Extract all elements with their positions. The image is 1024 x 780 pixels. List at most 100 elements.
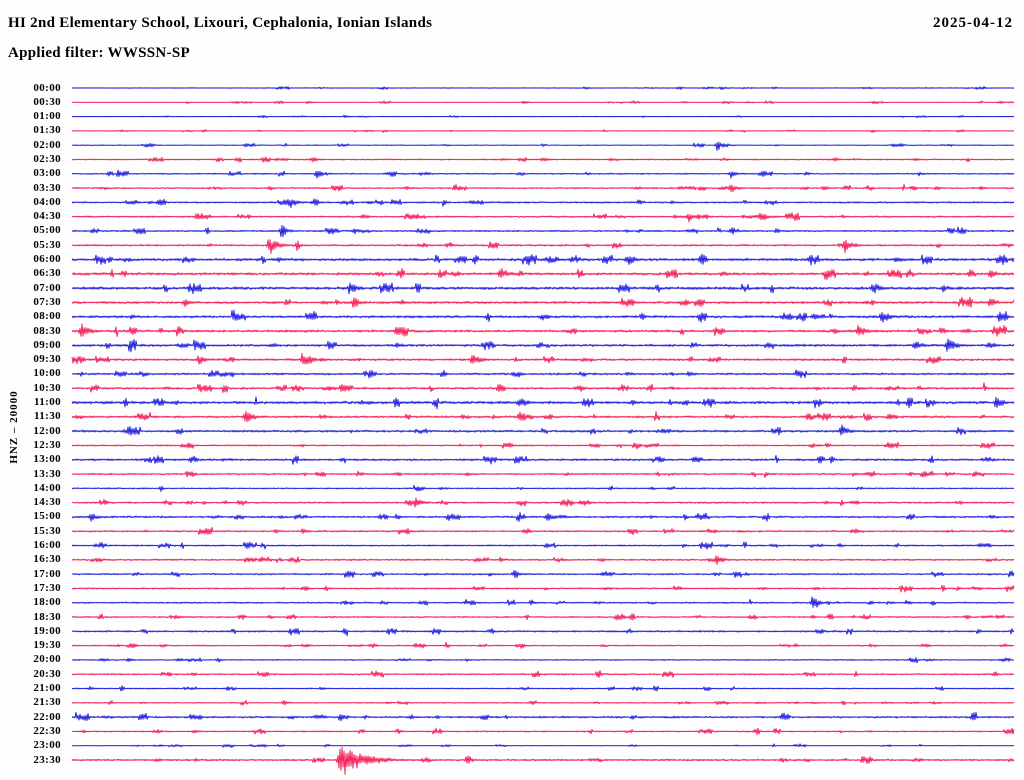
time-label: 23:00 — [33, 739, 61, 752]
trace-row-19:00 — [71, 627, 1015, 637]
trace-row-06:00 — [71, 253, 1015, 266]
trace-row-03:30 — [71, 184, 1015, 193]
trace-row-11:30 — [71, 410, 1015, 423]
trace-row-22:00 — [71, 711, 1015, 722]
trace-row-01:30 — [71, 129, 1015, 133]
time-label: 22:00 — [33, 710, 61, 723]
time-label: 07:30 — [33, 295, 61, 308]
time-label: 08:30 — [33, 324, 61, 337]
time-label: 17:00 — [33, 567, 61, 580]
time-label: 02:00 — [33, 138, 61, 151]
time-label: 23:30 — [33, 753, 61, 766]
time-label: 09:30 — [33, 353, 61, 366]
trace-row-10:00 — [71, 369, 1015, 379]
time-label: 08:00 — [33, 310, 61, 323]
time-label: 19:30 — [33, 639, 61, 652]
time-label: 00:00 — [33, 81, 61, 94]
trace-row-20:30 — [71, 669, 1015, 679]
trace-row-16:00 — [71, 541, 1015, 550]
time-label: 04:00 — [33, 195, 61, 208]
time-label: 15:00 — [33, 510, 61, 523]
trace-row-05:00 — [71, 225, 1015, 238]
time-label: 02:30 — [33, 152, 61, 165]
time-label: 17:30 — [33, 581, 61, 594]
time-label: 20:30 — [33, 667, 61, 680]
trace-row-14:00 — [71, 484, 1015, 492]
trace-row-15:00 — [71, 512, 1015, 522]
time-label: 11:30 — [33, 410, 61, 423]
trace-row-00:00 — [71, 86, 1015, 90]
trace-row-21:30 — [71, 699, 1015, 706]
trace-row-14:30 — [71, 497, 1015, 508]
time-label: 18:00 — [33, 596, 61, 609]
time-label: 14:30 — [33, 496, 61, 509]
trace-row-04:30 — [71, 212, 1015, 223]
trace-row-07:00 — [71, 282, 1015, 295]
trace-row-13:00 — [71, 454, 1015, 465]
date-label: 2025-04-12 — [933, 15, 1013, 31]
trace-row-05:30 — [71, 239, 1015, 254]
trace-row-08:30 — [71, 323, 1015, 338]
trace-row-02:30 — [71, 156, 1015, 163]
trace-row-16:30 — [71, 555, 1015, 565]
time-label: 21:00 — [33, 682, 61, 694]
time-label: 16:30 — [33, 553, 61, 566]
trace-row-09:30 — [71, 353, 1015, 365]
time-label: 05:00 — [33, 224, 61, 237]
trace-row-03:00 — [71, 169, 1015, 179]
time-label: 11:00 — [33, 396, 61, 409]
trace-row-23:30 — [71, 746, 1015, 775]
time-label: 10:00 — [33, 367, 61, 380]
time-label: 15:30 — [33, 524, 61, 537]
time-label: 07:00 — [33, 281, 61, 294]
time-label: 19:00 — [33, 624, 61, 637]
time-label: 14:00 — [33, 481, 61, 494]
trace-row-02:00 — [71, 141, 1015, 151]
time-label: 01:00 — [33, 110, 61, 123]
time-label: 05:30 — [33, 238, 61, 251]
trace-row-17:00 — [71, 570, 1015, 579]
trace-row-07:30 — [71, 296, 1015, 308]
time-label: 03:30 — [33, 181, 61, 194]
trace-row-01:00 — [71, 114, 1015, 119]
time-label: 16:00 — [33, 539, 61, 552]
trace-row-18:30 — [71, 613, 1015, 621]
trace-row-17:30 — [71, 585, 1015, 593]
trace-row-13:30 — [71, 470, 1015, 478]
time-label: 22:30 — [33, 724, 61, 737]
trace-row-22:30 — [71, 727, 1015, 736]
trace-row-20:00 — [71, 657, 1015, 664]
time-label: 13:30 — [33, 467, 61, 480]
time-label: 20:00 — [33, 653, 61, 666]
trace-row-23:00 — [71, 743, 1015, 748]
trace-row-08:00 — [71, 309, 1015, 323]
time-label: 18:30 — [33, 610, 61, 623]
trace-row-12:00 — [71, 424, 1015, 436]
trace-row-10:30 — [71, 382, 1015, 394]
time-label: 09:00 — [33, 338, 61, 351]
time-label: 04:30 — [33, 210, 61, 223]
trace-row-12:30 — [71, 441, 1015, 450]
trace-row-09:00 — [71, 338, 1015, 353]
time-label: 01:30 — [33, 124, 61, 137]
trace-row-00:30 — [71, 100, 1015, 105]
time-label: 12:00 — [33, 424, 61, 437]
trace-row-04:00 — [71, 198, 1015, 208]
time-label: 03:00 — [33, 167, 61, 180]
trace-row-18:00 — [71, 596, 1015, 608]
trace-row-15:30 — [71, 526, 1015, 536]
trace-row-21:00 — [71, 685, 1015, 692]
time-label: 06:30 — [33, 267, 61, 280]
page-title: HI 2nd Elementary School, Lixouri, Cepha… — [8, 15, 433, 31]
time-label: 21:30 — [33, 696, 61, 709]
trace-row-19:30 — [71, 641, 1015, 649]
trace-row-11:00 — [71, 396, 1015, 410]
time-label: 06:00 — [33, 253, 61, 266]
time-label: 13:00 — [33, 453, 61, 466]
trace-row-06:30 — [71, 267, 1015, 281]
time-label: 00:30 — [33, 95, 61, 108]
time-label: 10:30 — [33, 381, 61, 394]
time-label: 12:30 — [33, 438, 61, 451]
